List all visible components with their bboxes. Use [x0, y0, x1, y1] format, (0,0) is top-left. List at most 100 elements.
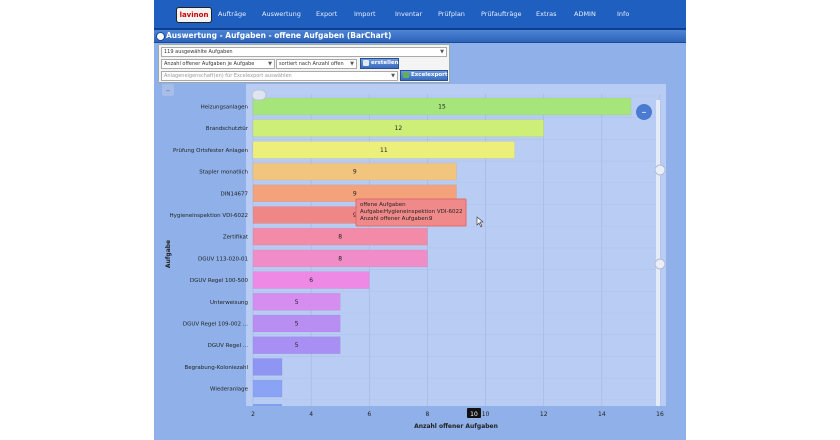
y-axis-title: Aufgabe: [165, 240, 172, 268]
vertical-scrollbar[interactable]: [656, 100, 660, 406]
collapse-control[interactable]: [162, 84, 174, 96]
y-category-label: DGUV Regel ...: [208, 343, 249, 349]
nav-item-import[interactable]: Import: [354, 10, 376, 18]
chevron-down-icon: ▼: [391, 73, 395, 79]
bar-value-label: 9: [353, 169, 357, 176]
info-icon[interactable]: [156, 32, 165, 41]
scroll-handle-top[interactable]: [654, 164, 666, 176]
y-category-label: DGUV Regel 100-500: [190, 278, 249, 284]
tooltip: offene Aufgaben Aufgabe: Hygieneinspekti…: [355, 198, 467, 227]
x-tick-label: 12: [540, 411, 548, 418]
top-navigation: lavinon Aufträge Auswertung Export Impor…: [154, 0, 686, 30]
y-category-label: Prüfung Ortsfester Anlagen: [173, 148, 248, 154]
x-tick-label: 8: [426, 411, 430, 418]
nav-item-info[interactable]: Info: [617, 10, 630, 18]
tooltip-title: offene Aufgaben: [360, 202, 406, 208]
nav-item-export[interactable]: Export: [316, 10, 338, 18]
bar-value-label: 9: [353, 212, 357, 219]
x-tick-label: 10: [482, 411, 490, 418]
bar-value-label: 9: [353, 190, 357, 197]
y-category-label: DGUV Regel 109-002 ...: [183, 322, 248, 328]
bar-0[interactable]: [252, 97, 632, 116]
tooltip-task-value: Hygieneinspektion VDI-6022: [384, 209, 463, 215]
nav-item-pruefplan[interactable]: Prüfplan: [438, 10, 465, 18]
x-tick-label: 6: [367, 411, 371, 418]
bar-10[interactable]: [252, 314, 341, 333]
bar-value-label: 11: [380, 147, 388, 154]
bar-2[interactable]: [252, 141, 515, 159]
x-tick-label: 14: [598, 411, 606, 418]
bar-8[interactable]: [252, 271, 370, 289]
bar-3[interactable]: [252, 162, 457, 181]
attribute-select[interactable]: Anlageneigenschaft(en) für Excelexport a…: [161, 71, 398, 81]
y-category-label: Brandschutztür: [206, 126, 249, 132]
sort-value: sortiert nach Anzahl offen: [279, 61, 344, 67]
tooltip-count-label: Anzahl offener Aufgaben:: [360, 216, 430, 222]
scroll-handle-bottom[interactable]: [654, 258, 666, 270]
nav-item-auftraege[interactable]: Aufträge: [218, 10, 247, 18]
bar-value-label: 5: [295, 299, 299, 306]
bar-overflow-edge: [253, 404, 283, 406]
x-axis-title: Anzahl offener Aufgaben: [414, 423, 498, 430]
chevron-down-icon: ▼: [440, 49, 444, 55]
y-category-label: Wiederanlage: [210, 387, 249, 393]
x-tick-label: 2: [251, 411, 255, 418]
y-category-label: Begrabung-Koloniezahl: [185, 365, 249, 371]
mouse-cursor-icon: [476, 216, 484, 228]
bar-value-label: 5: [295, 321, 299, 328]
app-logo[interactable]: lavinon: [176, 7, 212, 23]
y-category-label: DGUV 113-020-01: [198, 256, 248, 262]
chevron-down-icon: ▼: [268, 61, 272, 67]
bar-value-label: 5: [295, 342, 299, 349]
x-tick-label: 16: [656, 411, 664, 418]
tooltip-task-label: Aufgabe:: [360, 209, 385, 215]
y-category-label: DIN14677: [221, 191, 249, 197]
nav-item-extras[interactable]: Extras: [536, 10, 557, 18]
crosshair-value-box: [467, 408, 481, 418]
bar-7[interactable]: [252, 249, 428, 268]
panel-title: Auswertung - Aufgaben - offene Aufgaben …: [166, 31, 392, 40]
range-slider-handle[interactable]: [251, 89, 267, 101]
tooltip-count-value: 9: [429, 216, 433, 222]
bar-13[interactable]: [252, 379, 283, 398]
minus-icon: –: [642, 107, 647, 118]
bar-value-label: 12: [395, 125, 403, 132]
excel-export-label: Excelexport: [411, 72, 448, 78]
bar-11[interactable]: [252, 336, 341, 354]
zoom-out-button[interactable]: [636, 104, 652, 120]
chevron-down-icon: ▼: [350, 61, 354, 67]
bar-chart: – 15 12 11 9 9 9 8 8 6 5 5 5 Heizungsanlagen Brandsc…: [162, 84, 666, 430]
bar-12[interactable]: [252, 358, 283, 376]
bar-4[interactable]: [252, 184, 457, 203]
panel-header: Auswertung - Aufgaben - offene Aufgaben …: [154, 30, 686, 43]
chart-area: – 15 12 11 9 9 9 8 8 6 5 5 5 Heizungsanlagen Brandsc…: [162, 84, 678, 436]
y-category-label: Hygieneinspektion VDI-6022: [170, 213, 249, 219]
measure-select[interactable]: Anzahl offener Aufgaben je Aufgabe ▼: [161, 59, 275, 69]
create-button[interactable]: erstellen: [360, 58, 399, 69]
bar-value-label: 8: [338, 234, 342, 241]
measure-value: Anzahl offener Aufgaben je Aufgabe: [164, 61, 255, 67]
y-category-label: Zertifikat: [223, 235, 249, 241]
sort-select[interactable]: sortiert nach Anzahl offen ▼: [276, 59, 357, 69]
bar-1[interactable]: [252, 119, 544, 137]
nav-item-auswertung[interactable]: Auswertung: [262, 10, 301, 18]
excel-icon: [403, 72, 409, 78]
app-window: lavinon Aufträge Auswertung Export Impor…: [154, 0, 686, 440]
excel-export-button[interactable]: Excelexport: [400, 70, 448, 81]
minus-icon: –: [166, 86, 170, 95]
crosshair-value: 10: [470, 411, 478, 418]
bar-9[interactable]: [252, 293, 341, 311]
bar-value-label: 8: [338, 255, 342, 262]
task-selection-dropdown[interactable]: 119 ausgewählte Aufgaben ▼: [161, 47, 447, 57]
chart-icon: [363, 60, 369, 66]
nav-item-admin[interactable]: ADMIN: [574, 10, 596, 18]
nav-item-pruefauftraege[interactable]: Prüfaufträge: [481, 10, 522, 18]
tooltip-box: [355, 198, 467, 227]
y-category-label: Stapler monatlich: [199, 170, 248, 176]
bar-6[interactable]: [252, 227, 428, 246]
attribute-placeholder: Anlageneigenschaft(en) für Excelexport a…: [164, 73, 292, 79]
nav-item-inventar[interactable]: Inventar: [395, 10, 423, 18]
bar-value-label: 15: [438, 104, 446, 111]
y-category-label: Unterweisung: [210, 300, 248, 306]
task-selection-value: 119 ausgewählte Aufgaben: [164, 49, 233, 55]
